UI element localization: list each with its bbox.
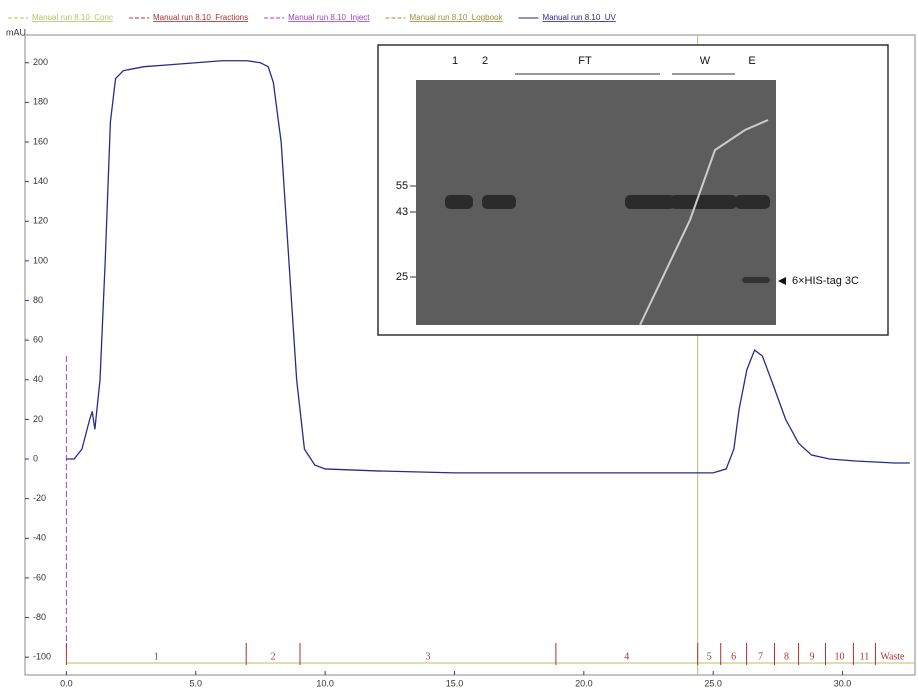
x-tick-label: 15.0 <box>446 678 464 688</box>
y-tick-label: 20 <box>33 414 43 424</box>
fraction-label: 11 <box>860 651 870 662</box>
chart: mAU Manual run 8.10_Conc Manual run 8.10_… <box>0 0 918 691</box>
fraction-label: 5 <box>707 651 712 662</box>
x-tick-label: 20.0 <box>575 678 593 688</box>
inset: 1 2 FT W E 55 43 25 6×HIS-tag 3C <box>378 45 888 335</box>
gel-band <box>735 195 770 209</box>
y-tick-label: -40 <box>33 533 46 543</box>
y-tick-label: 0 <box>33 453 38 463</box>
fraction-label: 3 <box>425 651 430 662</box>
y-tick-label: 140 <box>33 176 48 186</box>
x-tick-label: 30.0 <box>834 678 852 688</box>
x-tick-label: 10.0 <box>316 678 334 688</box>
y-tick-label: 40 <box>33 374 43 384</box>
fraction-label: Waste <box>880 651 905 662</box>
y-tick-label: 60 <box>33 335 43 345</box>
lane-label: FT <box>578 55 592 67</box>
fraction-label: 8 <box>784 651 789 662</box>
gel-band <box>625 195 675 209</box>
gel-band <box>482 195 516 209</box>
gel-band <box>702 195 737 209</box>
fraction-label: 4 <box>624 651 629 662</box>
fraction-label: 2 <box>271 651 276 662</box>
fraction-label: 6 <box>731 651 736 662</box>
fraction-label: 10 <box>834 651 844 662</box>
legend-label: Manual run 8.10_Fractions <box>153 13 248 22</box>
lane-label: E <box>748 55 755 67</box>
legend-label: Manual run 8.10_Logbook <box>410 13 504 22</box>
lane-label: 2 <box>482 55 488 67</box>
legend-label: Manual run 8.10_Inject <box>288 13 370 22</box>
x-tick-label: 5.0 <box>189 678 202 688</box>
fraction-label: 7 <box>758 651 763 662</box>
lane-label: W <box>700 55 711 67</box>
fraction-label: 1 <box>154 651 159 662</box>
y-tick-label: 200 <box>33 57 48 67</box>
y-tick-label: 180 <box>33 97 48 107</box>
y-tick-label: -20 <box>33 493 46 503</box>
fraction-label: 9 <box>810 651 815 662</box>
gel-annotation: 6×HIS-tag 3C <box>792 275 859 287</box>
y-tick-label: -60 <box>33 572 46 582</box>
y-tick-label: -80 <box>33 612 46 622</box>
marker-label: 25 <box>396 271 408 283</box>
gel-band <box>742 277 770 283</box>
x-tick-label: 0.0 <box>60 678 73 688</box>
legend-label: Manual run 8.10_UV <box>542 13 616 22</box>
y-tick-label: 160 <box>33 136 48 146</box>
y-tick-label: 80 <box>33 295 43 305</box>
lane-label: 1 <box>452 55 458 67</box>
marker-label: 55 <box>396 180 408 192</box>
marker-label: 43 <box>396 206 408 218</box>
legend-label: Manual run 8.10_Conc <box>32 13 113 22</box>
gel-band <box>445 195 473 209</box>
y-tick-label: 120 <box>33 216 48 226</box>
x-tick-label: 25.0 <box>704 678 722 688</box>
y-tick-label: -100 <box>33 652 51 662</box>
y-axis-label: mAU <box>6 27 26 37</box>
y-tick-label: 100 <box>33 255 48 265</box>
